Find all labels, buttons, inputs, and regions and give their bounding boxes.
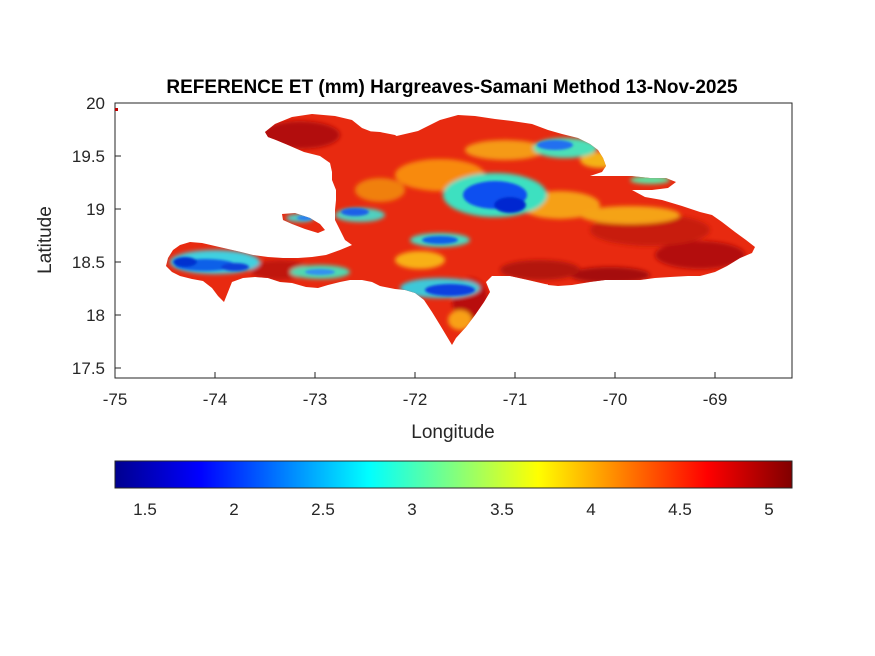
colorbar-tick-label: 3: [407, 500, 416, 519]
x-axis-label: Longitude: [411, 422, 494, 443]
colorbar-tick-label: 5: [764, 500, 773, 519]
colorbar-tick-label: 4: [586, 500, 595, 519]
colorbar-gradient: [114, 460, 793, 489]
y-tick-label: 17.5: [72, 359, 105, 378]
x-tick-label: -69: [703, 390, 728, 409]
y-tick-label: 19.5: [72, 147, 105, 166]
chart-title: REFERENCE ET (mm) Hargreaves-Samani Meth…: [166, 77, 738, 98]
x-axis: -75 -74 -73 -72 -71 -70 -69: [103, 372, 728, 409]
x-tick-label: -70: [603, 390, 628, 409]
x-tick-label: -74: [203, 390, 228, 409]
colorbar-tick-label: 4.5: [668, 500, 692, 519]
y-tick-label: 18.5: [72, 253, 105, 272]
colorbar-tick-label: 2.5: [311, 500, 335, 519]
colorbar: 1.5 2 2.5 3 3.5 4 4.5 5: [114, 460, 793, 519]
colorbar-tick-label: 3.5: [490, 500, 514, 519]
y-tick-label: 18: [86, 306, 105, 325]
x-tick-label: -72: [403, 390, 428, 409]
map-speck: [115, 108, 118, 111]
y-axis: 20 19.5 19 18.5 18 17.5: [72, 94, 121, 378]
x-tick-label: -71: [503, 390, 528, 409]
y-axis-label: Latitude: [35, 206, 56, 274]
x-tick-label: -75: [103, 390, 128, 409]
colorbar-tick-label: 1.5: [133, 500, 157, 519]
et-raster: [166, 114, 755, 345]
y-tick-label: 20: [86, 94, 105, 113]
colorbar-tick-label: 2: [229, 500, 238, 519]
y-tick-label: 19: [86, 200, 105, 219]
x-tick-label: -73: [303, 390, 328, 409]
map-frame: [114, 102, 793, 379]
